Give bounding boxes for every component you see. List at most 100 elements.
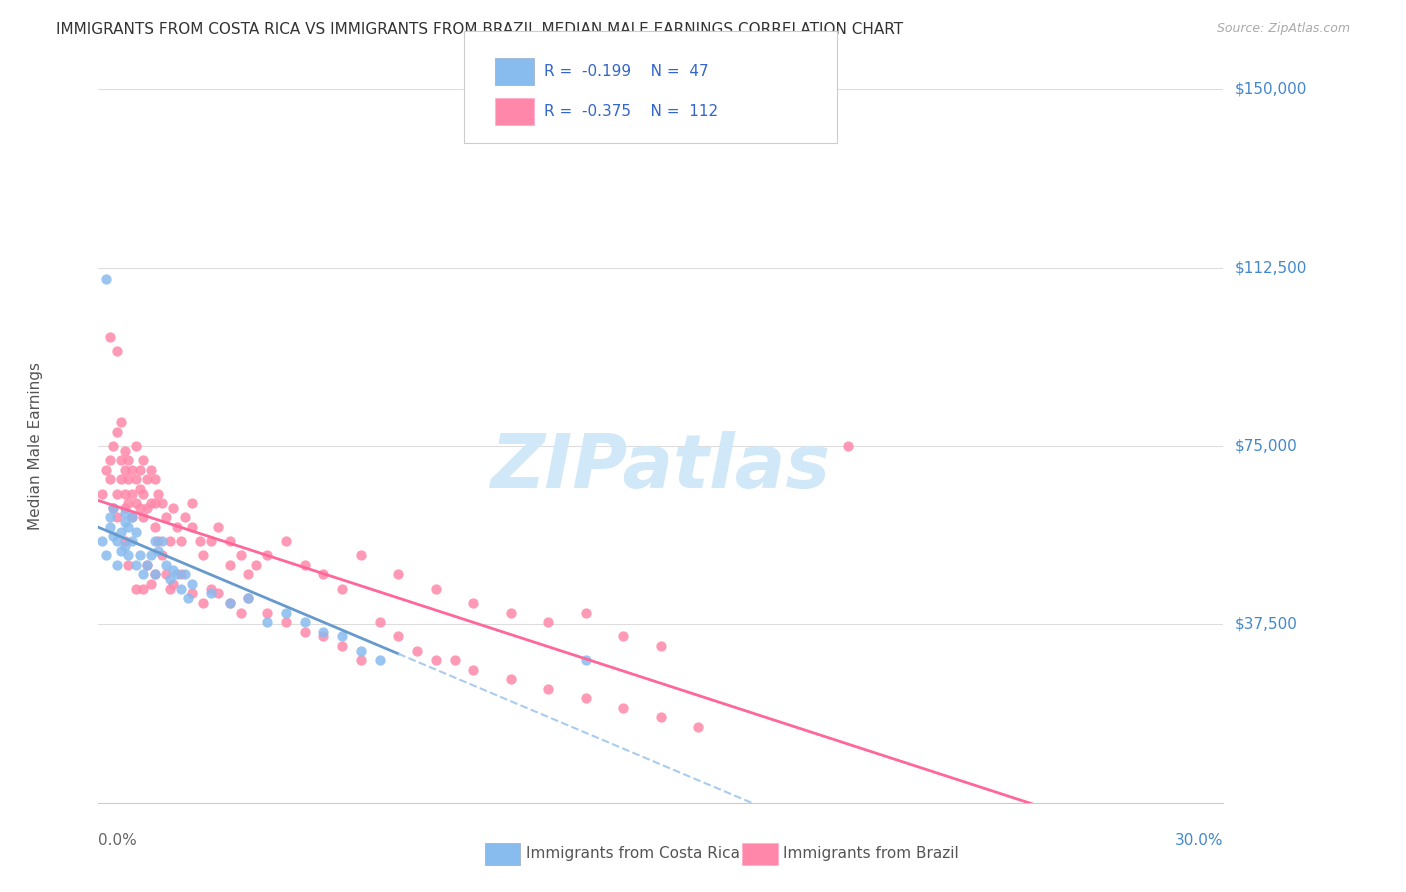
Point [132, 486, 155, 500]
Point [274, 606, 297, 620]
Point [121, 534, 143, 549]
Text: Immigrants from Costa Rica: Immigrants from Costa Rica [526, 847, 740, 861]
Point [181, 496, 204, 510]
Point [238, 591, 260, 606]
Text: $112,500: $112,500 [1234, 260, 1306, 275]
Point [575, 691, 598, 706]
Point [114, 463, 136, 477]
Point [200, 534, 222, 549]
Point [155, 567, 177, 582]
Point [91, 486, 114, 500]
Point [612, 629, 634, 643]
Point [218, 534, 240, 549]
Point [117, 558, 139, 572]
Point [105, 486, 128, 500]
Point [125, 582, 148, 596]
Point [132, 567, 155, 582]
Point [128, 463, 150, 477]
Point [330, 639, 353, 653]
Point [105, 558, 128, 572]
Point [425, 582, 447, 596]
Point [125, 472, 148, 486]
Point [177, 591, 200, 606]
Point [312, 624, 335, 639]
Text: R =  -0.199    N =  47: R = -0.199 N = 47 [544, 64, 709, 78]
Point [125, 558, 148, 572]
Text: $75,000: $75,000 [1234, 439, 1298, 453]
Point [114, 539, 136, 553]
Point [94, 272, 117, 286]
Point [139, 463, 162, 477]
Point [537, 681, 560, 696]
Text: $150,000: $150,000 [1234, 82, 1306, 96]
Point [425, 653, 447, 667]
Point [117, 496, 139, 510]
Point [110, 415, 132, 429]
Point [162, 500, 184, 515]
Point [193, 596, 215, 610]
Point [207, 586, 229, 600]
Point [132, 582, 155, 596]
Point [159, 534, 181, 549]
Point [443, 653, 465, 667]
Point [166, 567, 188, 582]
Point [245, 558, 267, 572]
Point [125, 524, 148, 539]
Point [117, 520, 139, 534]
Point [103, 500, 125, 515]
Point [136, 558, 159, 572]
Point [294, 558, 316, 572]
Point [200, 586, 222, 600]
Text: Source: ZipAtlas.com: Source: ZipAtlas.com [1216, 22, 1350, 36]
Point [387, 629, 409, 643]
Point [132, 453, 155, 467]
Point [110, 524, 132, 539]
Point [103, 439, 125, 453]
Point [612, 700, 634, 714]
Point [128, 500, 150, 515]
Point [387, 567, 409, 582]
Point [139, 496, 162, 510]
Point [238, 567, 260, 582]
Point [110, 453, 132, 467]
Text: IMMIGRANTS FROM COSTA RICA VS IMMIGRANTS FROM BRAZIL MEDIAN MALE EARNINGS CORREL: IMMIGRANTS FROM COSTA RICA VS IMMIGRANTS… [56, 22, 904, 37]
Point [688, 720, 710, 734]
Point [117, 453, 139, 467]
Point [128, 482, 150, 496]
Point [463, 596, 485, 610]
Point [256, 549, 278, 563]
Point [188, 534, 211, 549]
Point [200, 582, 222, 596]
Point [650, 639, 672, 653]
Point [143, 472, 166, 486]
Point [170, 567, 193, 582]
Point [170, 582, 193, 596]
Point [181, 520, 204, 534]
Point [105, 425, 128, 439]
Point [463, 663, 485, 677]
Point [173, 510, 195, 524]
Point [98, 472, 121, 486]
Point [143, 567, 166, 582]
Point [294, 615, 316, 629]
Point [136, 500, 159, 515]
Point [330, 629, 353, 643]
Point [330, 582, 353, 596]
Point [91, 534, 114, 549]
Point [181, 586, 204, 600]
Point [499, 606, 522, 620]
Point [94, 549, 117, 563]
Point [218, 558, 240, 572]
Point [98, 329, 121, 343]
Point [170, 534, 193, 549]
Point [162, 577, 184, 591]
Point [103, 500, 125, 515]
Point [350, 653, 373, 667]
Point [121, 486, 143, 500]
Point [312, 567, 335, 582]
Point [499, 672, 522, 686]
Point [143, 534, 166, 549]
Point [114, 534, 136, 549]
Point [155, 558, 177, 572]
Point [125, 439, 148, 453]
